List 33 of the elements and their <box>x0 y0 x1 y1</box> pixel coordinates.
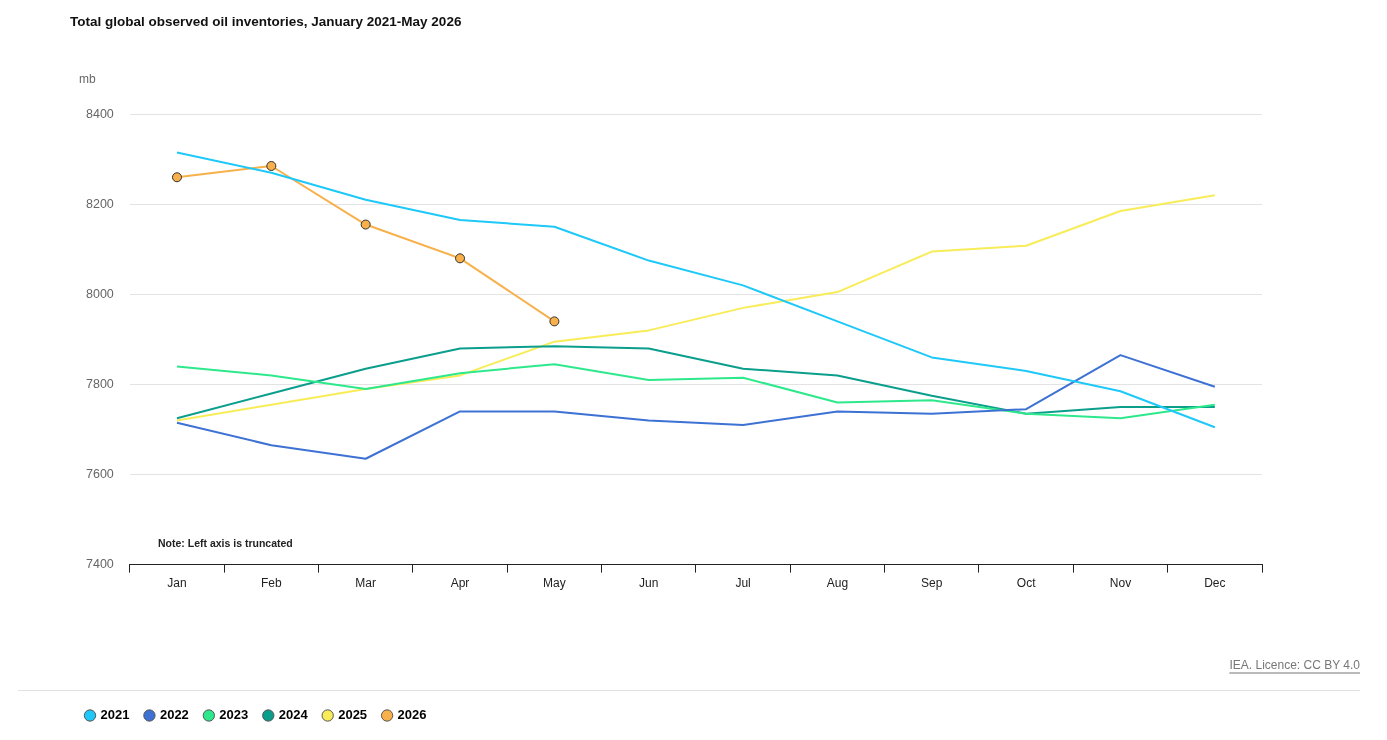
x-tick-label: Jun <box>639 576 659 591</box>
x-tick-label: Jul <box>735 576 751 591</box>
annotation: Note: Left axis is truncated <box>158 537 293 550</box>
y-tick-label: 7800 <box>86 376 114 391</box>
point <box>549 316 560 327</box>
x-tick-label: Aug <box>826 576 849 591</box>
point <box>171 172 182 183</box>
point <box>360 219 371 230</box>
y-tick-label: 8000 <box>86 286 114 301</box>
point <box>455 253 466 264</box>
legend-label: 2026 <box>397 707 427 723</box>
x-tick-label: Nov <box>1109 576 1132 591</box>
x-tick-label: Feb <box>260 576 282 591</box>
text: IEA. Licence: CC BY 4.0 <box>1229 658 1361 673</box>
legend-label: 2022 <box>159 707 189 723</box>
y-tick-label: 8400 <box>86 106 114 121</box>
legend-label: 2021 <box>100 707 130 723</box>
y-axis-title: mb <box>79 71 96 86</box>
legend-label: 2025 <box>338 707 368 723</box>
x-tick-label: Sep <box>921 576 943 591</box>
x-tick-label: May <box>543 576 566 591</box>
y-tick-label: 8200 <box>86 196 114 211</box>
x-tick-label: Jan <box>167 576 187 591</box>
x-tick-label: Mar <box>355 576 377 591</box>
point <box>266 161 277 171</box>
legend-label: 2024 <box>278 707 309 723</box>
y-tick-label: 7400 <box>86 557 114 572</box>
x-tick-label: Oct <box>1016 576 1037 591</box>
x-tick-label: Apr <box>450 576 470 591</box>
chart-title: Total global observed oil inventories, January 2021-May 2026 <box>70 13 462 29</box>
x-tick-label: Dec <box>1204 576 1226 591</box>
y-tick-label: 7600 <box>86 466 114 481</box>
legend-label: 2023 <box>219 707 249 723</box>
